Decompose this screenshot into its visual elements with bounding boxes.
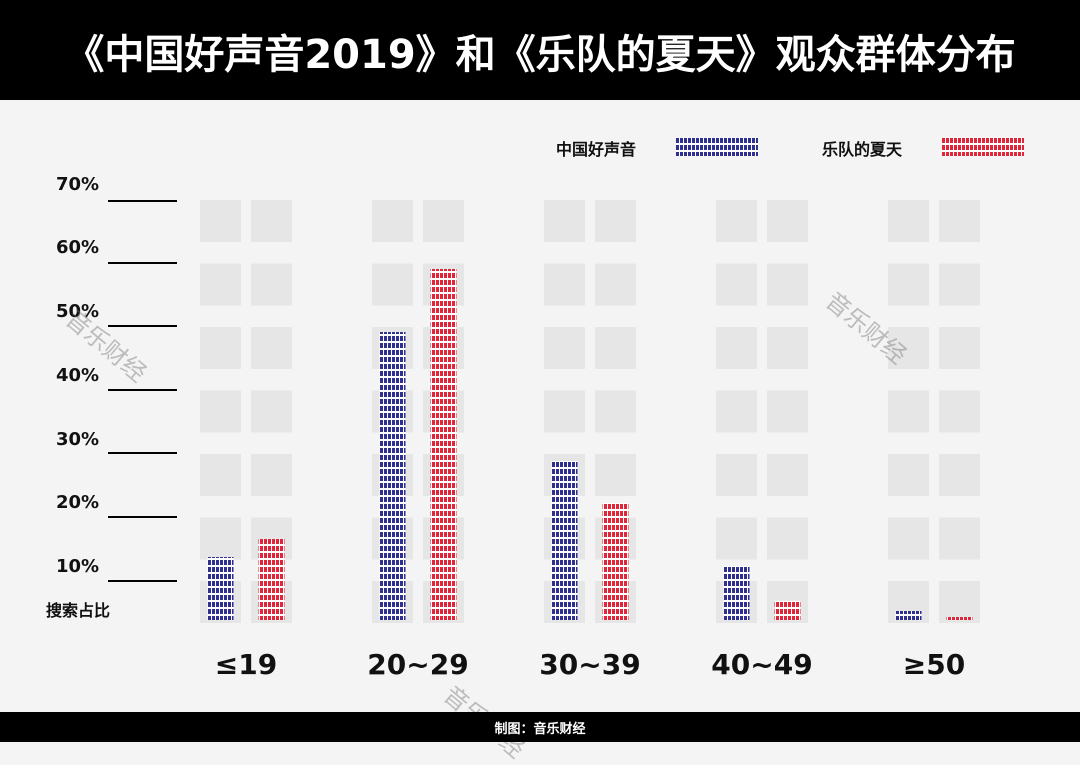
y-tick-label: 20% <box>56 492 100 513</box>
bar-series-a <box>207 557 234 620</box>
grid-cell <box>888 390 929 433</box>
grid-cell <box>939 327 980 369</box>
grid-cell <box>251 327 292 369</box>
grid-cell <box>251 200 292 242</box>
legend-swatch-series-a <box>676 138 758 156</box>
grid-cell <box>939 517 980 560</box>
grid-cell <box>595 263 636 306</box>
grid-cell <box>888 517 929 560</box>
legend-label-series-a: 中国好声音 <box>556 140 637 159</box>
x-tick-label: ≤19 <box>214 648 278 681</box>
legend-label-series-b: 乐队的夏天 <box>822 140 903 159</box>
y-tick-label: 40% <box>56 365 100 386</box>
grid-cell <box>888 200 929 242</box>
grid-cell <box>939 200 980 242</box>
y-tick-label: 50% <box>56 301 100 322</box>
grid-cell <box>544 263 585 306</box>
grid-cell <box>372 263 413 306</box>
bar-series-a <box>895 611 922 620</box>
x-tick-label: ≥50 <box>902 648 966 681</box>
grid-cell <box>200 327 241 369</box>
grid-cell <box>595 454 636 496</box>
grid-cell <box>939 581 980 623</box>
grid-cell <box>716 327 757 369</box>
y-tick-line <box>108 262 177 264</box>
footer-bar: 制图：音乐财经 <box>0 712 1080 742</box>
y-tick-label: 30% <box>56 429 100 450</box>
grid-cell <box>767 454 808 496</box>
grid-cell <box>595 390 636 433</box>
bar-series-b <box>258 539 285 620</box>
grid-cell <box>595 200 636 242</box>
grid-cell <box>939 263 980 306</box>
grid-cell <box>939 454 980 496</box>
x-tick-label: 40~49 <box>711 648 813 681</box>
grid-cell <box>372 200 413 242</box>
grid-cell <box>716 263 757 306</box>
grid-cell <box>544 200 585 242</box>
bar-series-b <box>430 269 457 620</box>
grid-cell <box>544 327 585 369</box>
y-tick-label: 60% <box>56 237 100 258</box>
bar-chart <box>200 200 980 623</box>
grid-cell <box>888 263 929 306</box>
bar-series-b <box>602 503 629 620</box>
grid-cell <box>544 390 585 433</box>
grid-cell <box>200 200 241 242</box>
y-tick-line <box>108 452 177 454</box>
grid-cell <box>200 263 241 306</box>
bar-series-a <box>379 332 406 620</box>
y-tick-line <box>108 580 177 582</box>
grid-cell <box>767 390 808 433</box>
x-tick-label: 30~39 <box>539 648 641 681</box>
x-tick-label: 20~29 <box>367 648 469 681</box>
bar-series-a <box>723 566 750 620</box>
y-axis-label: 搜索占比 <box>46 601 111 620</box>
grid-cell <box>716 454 757 496</box>
legend-swatch-series-b <box>942 138 1024 156</box>
grid-cell <box>251 454 292 496</box>
grid-cell <box>251 263 292 306</box>
grid-cell <box>716 200 757 242</box>
grid-cell <box>716 390 757 433</box>
y-tick-line <box>108 389 177 391</box>
y-tick-line <box>108 200 177 202</box>
footer-credit: 制图：音乐财经 <box>494 722 586 737</box>
grid-cell <box>767 263 808 306</box>
y-tick-line <box>108 325 177 327</box>
grid-cell <box>767 517 808 560</box>
header-bar: 《中国好声音2019》和《乐队的夏天》观众群体分布 <box>0 0 1080 100</box>
grid-cell <box>939 390 980 433</box>
grid-cell <box>888 327 929 369</box>
bar-series-a <box>551 461 578 620</box>
grid-cell <box>200 517 241 560</box>
grid-cell <box>767 327 808 369</box>
grid-cell <box>200 390 241 433</box>
grid-cell <box>595 327 636 369</box>
bar-series-b <box>774 600 801 620</box>
y-tick-line <box>108 516 177 518</box>
grid-cell <box>767 200 808 242</box>
grid-cell <box>423 200 464 242</box>
y-tick-label: 10% <box>56 556 100 577</box>
grid-cell <box>888 454 929 496</box>
chart-title: 《中国好声音2019》和《乐队的夏天》观众群体分布 <box>64 32 1016 78</box>
grid-cell <box>251 390 292 433</box>
bar-series-b <box>946 617 973 620</box>
grid-cell <box>200 454 241 496</box>
y-tick-label: 70% <box>56 174 100 195</box>
grid-cell <box>716 517 757 560</box>
